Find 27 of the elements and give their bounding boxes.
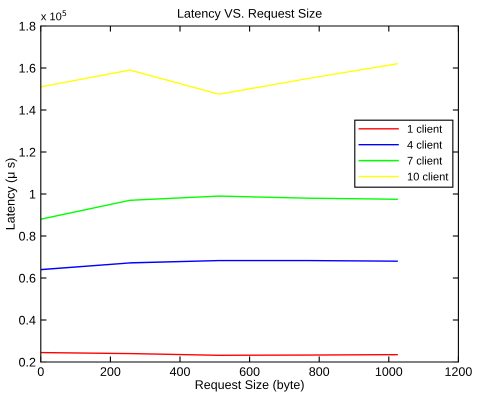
x-tick-label: 1000 — [376, 367, 402, 376]
x-axis-title: Request Size (byte) — [196, 380, 304, 392]
line-series — [40, 195, 398, 220]
y-tick-label: 0.4 — [19, 316, 36, 325]
chart-title: Latency VS. Request Size — [178, 8, 322, 20]
x-tick-label: 600 — [240, 367, 260, 376]
legend-label: 7 client — [408, 156, 442, 165]
legend-label: 1 client — [408, 124, 442, 133]
text: x 10$^{5}$ — [40, 10, 66, 20]
x-tick-label: 0 — [38, 367, 44, 376]
y-tick-label: 1.8 — [20, 22, 36, 31]
x-tick-label: 1200 — [445, 367, 472, 376]
y-axis-title: Latency (μ s) — [6, 158, 18, 230]
line-series — [40, 63, 398, 95]
y-tick-label: 1.2 — [20, 148, 36, 157]
y-tick-label: 0.8 — [19, 232, 36, 241]
y-tick-label: 0.6 — [19, 274, 36, 283]
x-tick-label: 200 — [100, 367, 120, 376]
y-tick-label: 0.2 — [19, 358, 36, 367]
y-tick-label: 1.4 — [20, 106, 36, 115]
legend-label: 4 client — [407, 140, 442, 149]
x-tick-label: 400 — [170, 367, 190, 376]
legend-label: 10 client — [408, 172, 448, 181]
y-tick-label: 1 — [30, 190, 36, 199]
line-series — [40, 260, 398, 270]
y-tick-label: 1.6 — [20, 64, 36, 73]
x-tick-label: 800 — [309, 367, 330, 376]
